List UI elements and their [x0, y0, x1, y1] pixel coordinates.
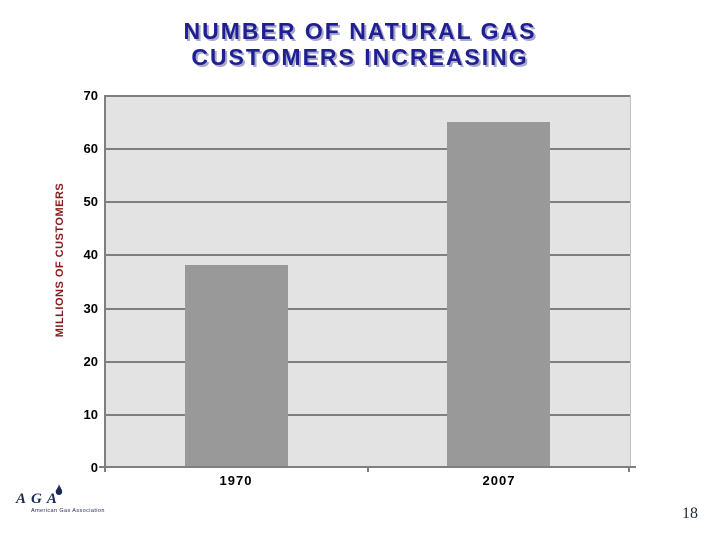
category-axis-tick: [628, 467, 630, 472]
plot-area: [104, 95, 631, 472]
title-line-2: CUSTOMERS INCREASING: [191, 44, 529, 70]
bar-2007: [447, 122, 550, 467]
aga-logo: AGA American Gas Association: [16, 484, 156, 532]
y-axis-line: [104, 95, 106, 468]
gridline-50: [105, 201, 630, 203]
gridline-40: [105, 254, 630, 256]
title-line-1: NUMBER OF NATURAL GAS: [183, 18, 537, 44]
y-tick-label-70: 70: [83, 88, 98, 103]
x-tick-label-1970: 1970: [219, 473, 253, 488]
y-tick-label-0: 0: [90, 460, 98, 475]
x-axis-labels: 1970 2007: [105, 473, 630, 493]
page-number: 18: [682, 505, 698, 522]
y-tick-label-50: 50: [83, 194, 98, 209]
gridline-60: [105, 148, 630, 150]
x-tick-label-2007: 2007: [482, 473, 516, 488]
bar-1970: [185, 265, 288, 467]
gridline-30: [105, 308, 630, 310]
logo-acronym: AGA: [16, 491, 62, 507]
y-tick-label-30: 30: [83, 301, 98, 316]
gridline-10: [105, 414, 630, 416]
gridline-20: [105, 361, 630, 363]
category-axis-tick: [367, 467, 369, 472]
gridline-70: [105, 95, 630, 97]
y-tick-label-40: 40: [83, 247, 98, 262]
category-axis-tick: [104, 467, 106, 472]
slide-title: NUMBER OF NATURAL GAS CUSTOMERS INCREASI…: [0, 18, 720, 70]
x-axis-line: [99, 466, 636, 468]
y-tick-label-60: 60: [83, 141, 98, 156]
y-tick-label-10: 10: [83, 407, 98, 422]
logo-caption: American Gas Association: [31, 508, 105, 514]
flame-icon: [55, 484, 63, 495]
y-tick-label-20: 20: [83, 354, 98, 369]
y-axis-tick-labels: 0 10 20 30 40 50 60 70: [58, 88, 98, 475]
